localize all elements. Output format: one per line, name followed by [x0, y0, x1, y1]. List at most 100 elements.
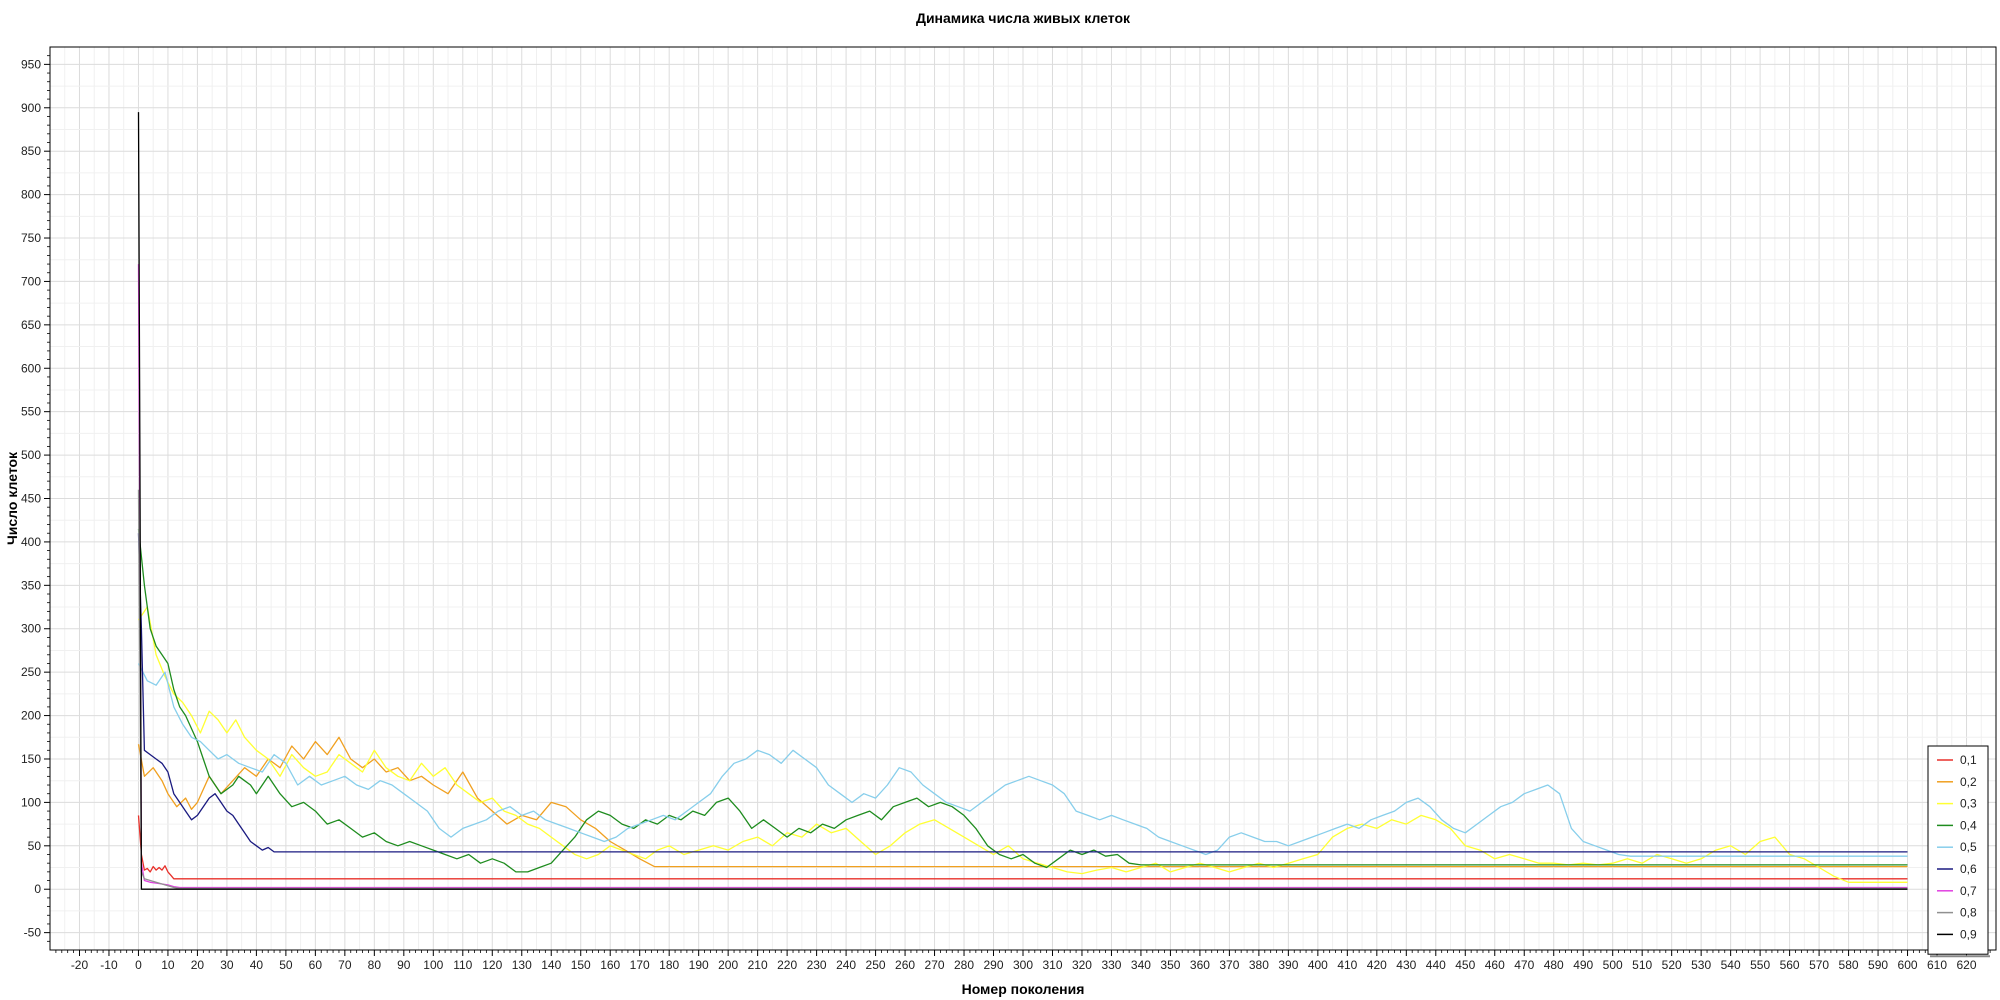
- x-tick-label: 180: [659, 958, 679, 972]
- x-tick-label: 50: [279, 958, 293, 972]
- x-tick-label: 320: [1072, 958, 1092, 972]
- x-tick-label: 200: [718, 958, 738, 972]
- x-tick-label: 480: [1544, 958, 1564, 972]
- legend-label: 0,4: [1960, 818, 1977, 832]
- x-tick-label: 540: [1721, 958, 1741, 972]
- x-tick-label: 70: [338, 958, 352, 972]
- x-tick-label: 130: [512, 958, 532, 972]
- x-tick-label: 620: [1956, 958, 1976, 972]
- y-tick-label: 0: [34, 882, 41, 896]
- legend-label: 0,9: [1960, 927, 1977, 941]
- series-lines: [137, 112, 1908, 890]
- y-tick-label: 850: [21, 144, 41, 158]
- x-tick-label: 570: [1809, 958, 1829, 972]
- series-line-6: [137, 533, 1908, 853]
- x-tick-label: 90: [397, 958, 411, 972]
- series-line-8: [137, 489, 1908, 890]
- y-tick-label: 550: [21, 405, 41, 419]
- legend-label: 0,1: [1960, 753, 1977, 767]
- x-tick-label: 160: [600, 958, 620, 972]
- y-tick-label: -50: [24, 926, 42, 940]
- x-tick-label: 140: [541, 958, 561, 972]
- legend-label: 0,7: [1960, 884, 1977, 898]
- x-tick-label: 100: [423, 958, 443, 972]
- y-tick-label: 800: [21, 188, 41, 202]
- legend-label: 0,2: [1960, 775, 1977, 789]
- y-tick-label: 50: [28, 839, 42, 853]
- x-tick-label: 340: [1131, 958, 1151, 972]
- x-tick-label: 230: [807, 958, 827, 972]
- x-tick-label: 560: [1780, 958, 1800, 972]
- x-tick-label: 40: [250, 958, 264, 972]
- y-tick-label: 400: [21, 535, 41, 549]
- x-tick-label: 250: [866, 958, 886, 972]
- x-tick-label: 410: [1337, 958, 1357, 972]
- legend-box: [1927, 745, 1989, 955]
- chart-title: Динамика числа живых клеток: [916, 10, 1131, 26]
- legend-label: 0,6: [1960, 862, 1977, 876]
- x-tick-label: 60: [309, 958, 323, 972]
- x-tick-label: 290: [983, 958, 1003, 972]
- x-tick-label: 170: [630, 958, 650, 972]
- x-axis-title: Номер поколения: [962, 981, 1085, 997]
- x-tick-label: 360: [1190, 958, 1210, 972]
- x-tick-label: 400: [1308, 958, 1328, 972]
- x-tick-label: 430: [1396, 958, 1416, 972]
- x-tick-label: 330: [1101, 958, 1121, 972]
- x-tick-label: 20: [191, 958, 205, 972]
- x-tick-label: 280: [954, 958, 974, 972]
- x-tick-label: 310: [1042, 958, 1062, 972]
- x-tick-label: 450: [1455, 958, 1475, 972]
- x-tick-label: 0: [135, 958, 142, 972]
- y-tick-label: 450: [21, 492, 41, 506]
- x-tick-label: 240: [836, 958, 856, 972]
- x-tick-label: 600: [1898, 958, 1918, 972]
- x-tick-label: 590: [1868, 958, 1888, 972]
- x-tick-label: 460: [1485, 958, 1505, 972]
- y-axis-title: Число клеток: [4, 451, 20, 545]
- x-tick-label: -20: [71, 958, 89, 972]
- legend: 0,1 0,2 0,3 0,4 0,5 0,6 0,7 0,8 0,9: [1927, 745, 1990, 958]
- x-tick-label: 350: [1160, 958, 1180, 972]
- x-tick-label: 30: [220, 958, 234, 972]
- x-tick-label: 150: [571, 958, 591, 972]
- y-tick-label: 350: [21, 578, 41, 592]
- x-tick-label: 500: [1603, 958, 1623, 972]
- x-tick-label: 80: [368, 958, 382, 972]
- y-tick-label: 300: [21, 622, 41, 636]
- x-tick-label: 420: [1367, 958, 1387, 972]
- y-tick-label: 900: [21, 101, 41, 115]
- grid-lines: [49, 47, 1997, 950]
- x-tick-label: 490: [1573, 958, 1593, 972]
- x-tick-label: 440: [1426, 958, 1446, 972]
- series-line-9: [137, 112, 1908, 890]
- y-tick-label: 100: [21, 795, 41, 809]
- y-tick-label: 150: [21, 752, 41, 766]
- series-line-4: [137, 528, 1908, 873]
- x-tick-label: 610: [1927, 958, 1947, 972]
- y-tick-label: 950: [21, 57, 41, 71]
- x-tick-label: 260: [895, 958, 915, 972]
- x-tick-label: 270: [925, 958, 945, 972]
- legend-label: 0,3: [1960, 797, 1977, 811]
- y-tick-label: 250: [21, 665, 41, 679]
- x-tick-label: 380: [1249, 958, 1269, 972]
- y-tick-label: 750: [21, 231, 41, 245]
- x-tick-label: 580: [1839, 958, 1859, 972]
- x-tick-label: 370: [1219, 958, 1239, 972]
- series-line-5: [137, 663, 1908, 857]
- x-tick-label: 550: [1750, 958, 1770, 972]
- y-tick-label: 600: [21, 361, 41, 375]
- x-tick-label: 470: [1514, 958, 1534, 972]
- x-tick-label: 520: [1662, 958, 1682, 972]
- x-tick-label: 390: [1278, 958, 1298, 972]
- x-tick-label: 10: [161, 958, 175, 972]
- axis-ticks: -20 -10 0 10 20 30 40 50 60 70 80 90 100 110 120 130 140…: [21, 55, 1991, 972]
- y-tick-label: 700: [21, 274, 41, 288]
- x-tick-label: -10: [100, 958, 118, 972]
- y-tick-label: 200: [21, 709, 41, 723]
- series-line-1: [137, 815, 1908, 880]
- legend-label: 0,5: [1960, 840, 1977, 854]
